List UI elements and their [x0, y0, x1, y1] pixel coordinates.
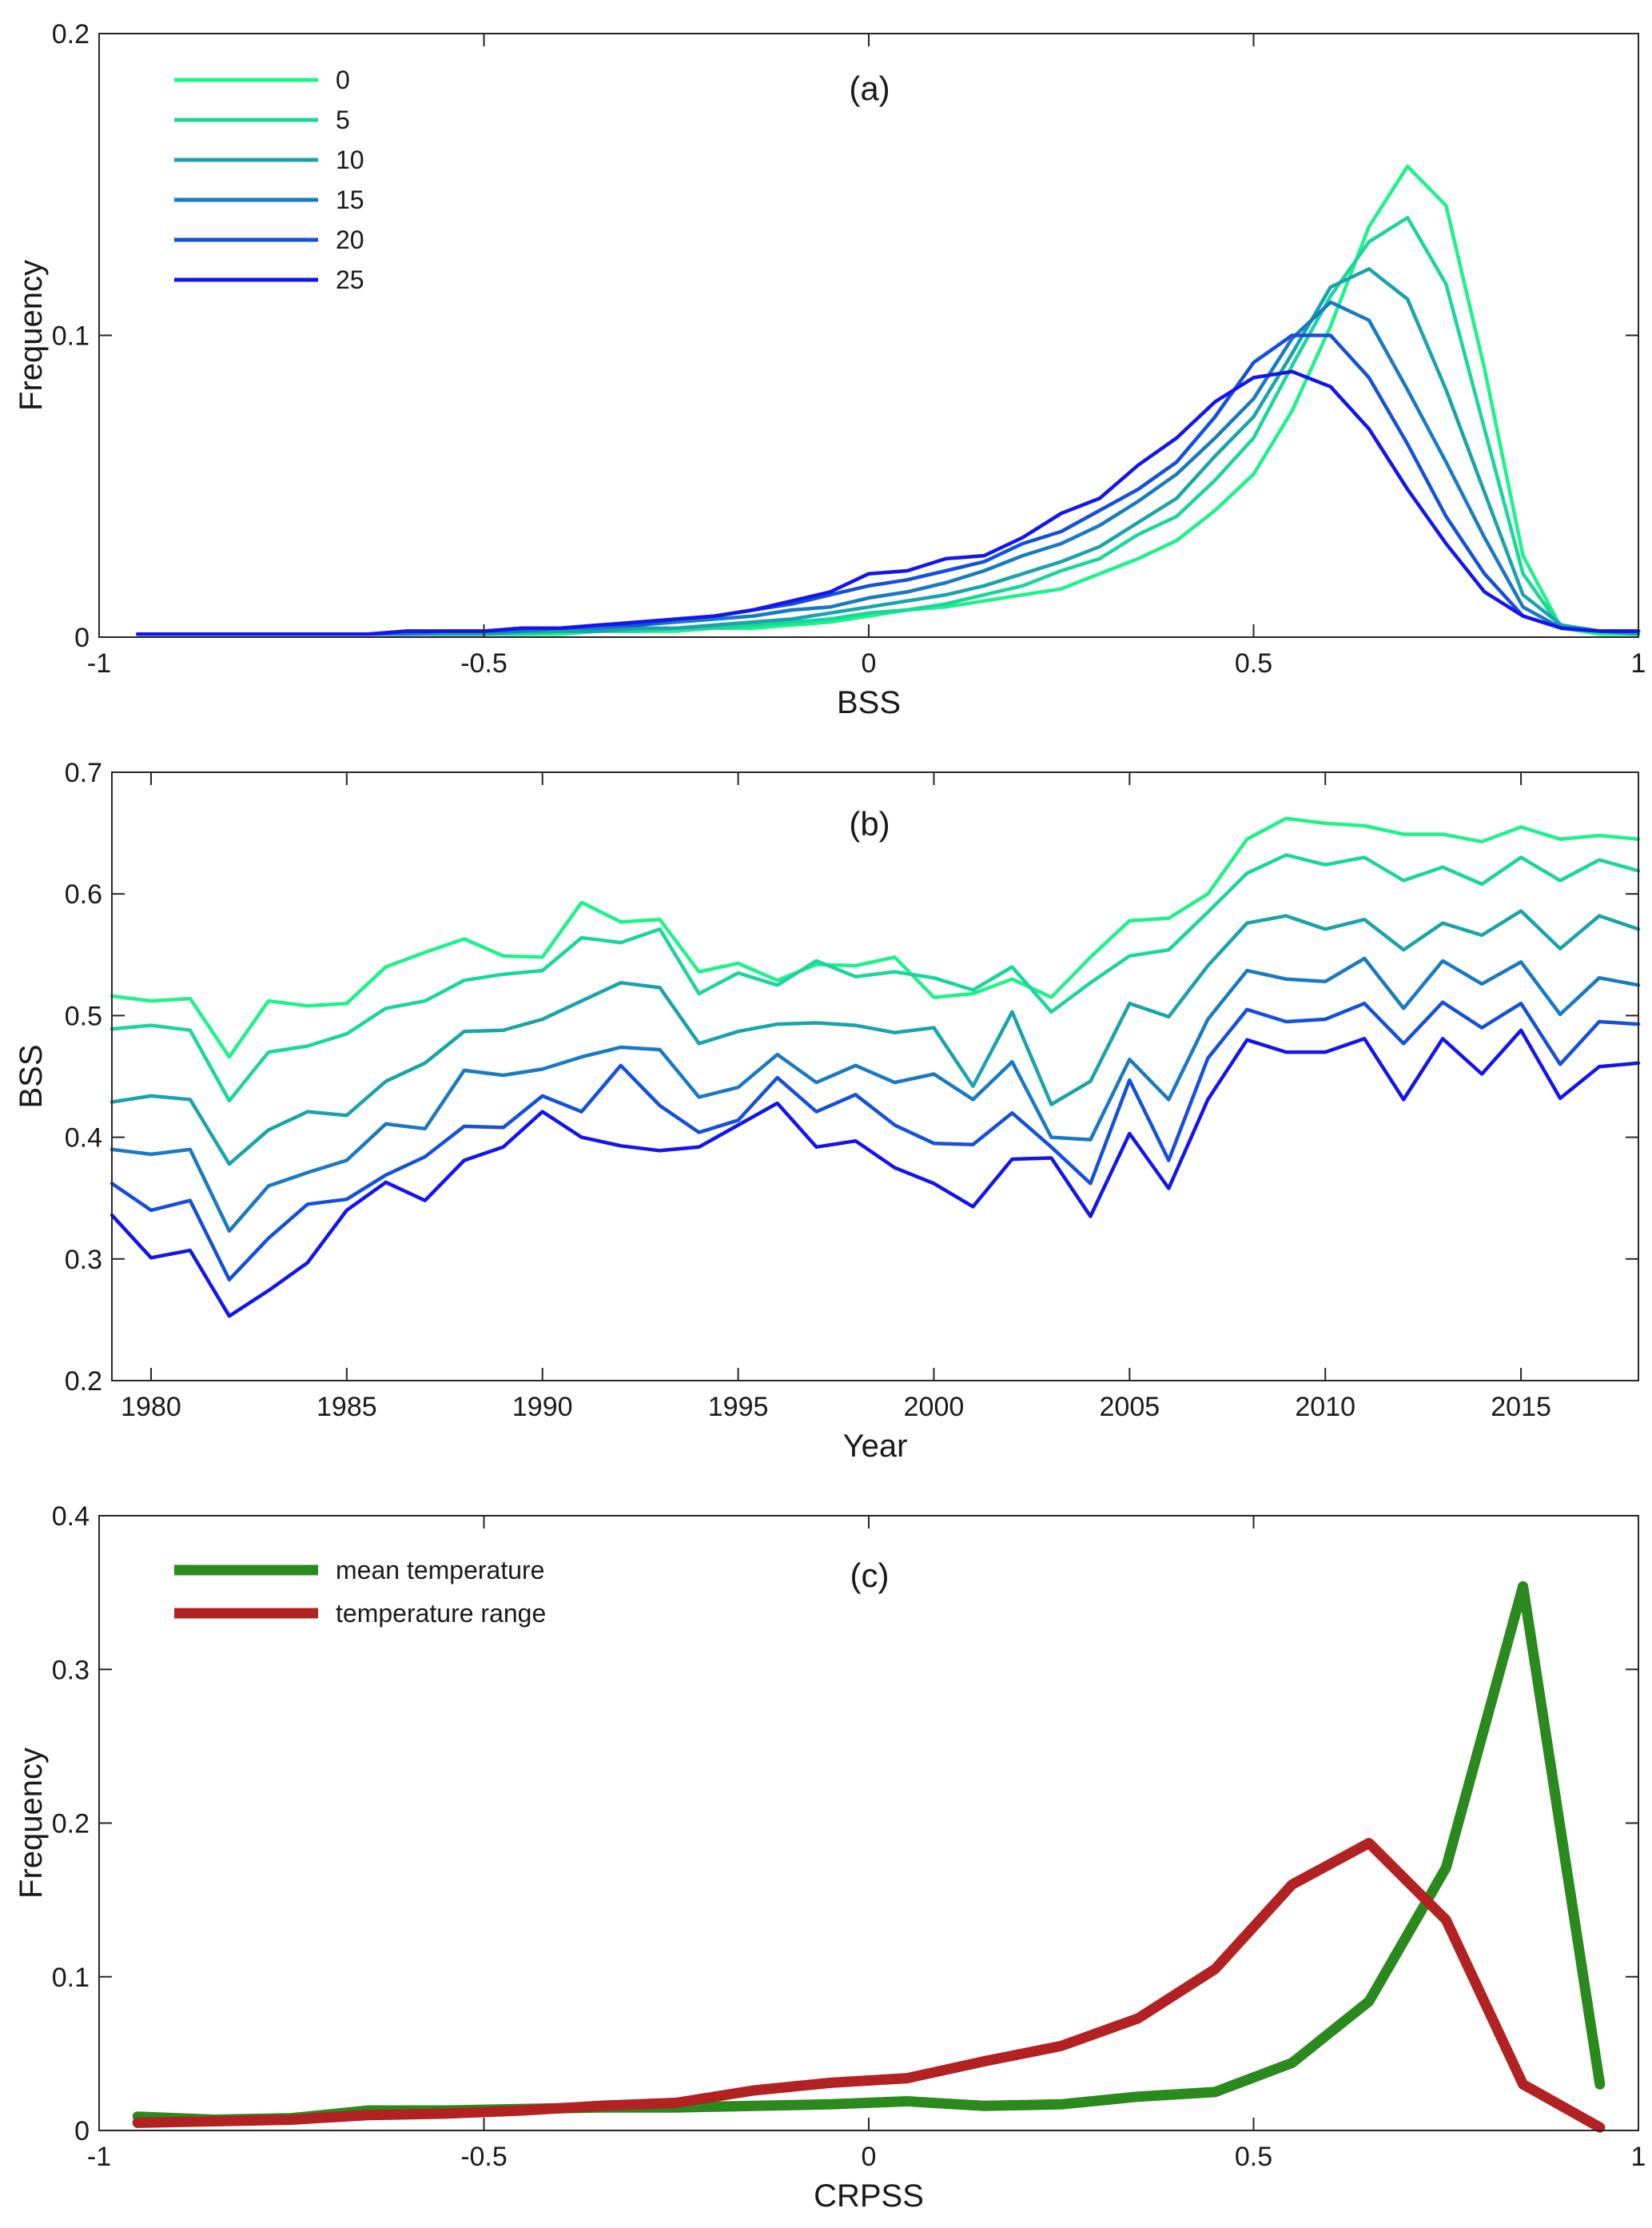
x-tick-label: 0.5 — [1235, 2142, 1272, 2172]
legend-label: 5 — [336, 106, 350, 134]
x-tick-label: 1985 — [316, 1392, 377, 1422]
y-tick-label: 0.2 — [52, 1809, 90, 1839]
x-tick-label: 2015 — [1491, 1392, 1551, 1422]
series-line-10 — [109, 909, 1641, 1166]
x-tick-label: -0.5 — [460, 2142, 508, 2172]
x-tick-label: 1 — [1631, 2142, 1646, 2172]
x-tick-label: 2010 — [1295, 1392, 1355, 1422]
y-axis-label: Frequency — [14, 1748, 49, 1899]
x-tick-label: -0.5 — [460, 648, 508, 679]
axes-box — [98, 1515, 1639, 2131]
legend-label: temperature range — [336, 1599, 546, 1628]
legend-label: 20 — [336, 225, 364, 254]
panel-c: -1 -0.5 0 0.5 1 0 0.1 0.2 0.3 0.4 CRPSS Frequency (c… — [14, 1501, 1646, 2214]
series-line-15 — [109, 956, 1641, 1234]
y-tick-label: 0.3 — [65, 1245, 102, 1275]
y-axis-label: Frequency — [14, 260, 49, 411]
y-tick-label: 0.3 — [52, 1655, 90, 1685]
x-tick-label: 0 — [862, 2142, 877, 2172]
x-tick-label: 0.5 — [1235, 648, 1272, 679]
x-tick-label: 1 — [1631, 648, 1646, 679]
y-tick-label: 0.2 — [65, 1366, 102, 1397]
series-line-5 — [109, 853, 1641, 1103]
series-line-25 — [109, 1028, 1641, 1318]
x-tick-label: 0 — [862, 648, 877, 679]
legend-label: 10 — [336, 145, 364, 174]
series-line-temperature-range — [132, 1838, 1606, 2133]
series-line-20 — [109, 1000, 1641, 1281]
y-tick-label: 0.2 — [52, 19, 90, 50]
series-line-20 — [135, 333, 1641, 636]
y-axis-label: BSS — [14, 1044, 49, 1108]
legend-label: 15 — [336, 185, 364, 214]
y-tick-label: 0.5 — [65, 1001, 102, 1031]
y-tick-label: 0.6 — [65, 879, 102, 910]
x-tick-label: 2000 — [904, 1392, 965, 1422]
x-tick-label: 1980 — [121, 1392, 181, 1422]
legend-label: mean temperature — [336, 1556, 544, 1584]
legend-label: 0 — [336, 66, 350, 94]
x-tick-label: 1990 — [512, 1392, 573, 1422]
x-tick-label: 1995 — [708, 1392, 769, 1422]
series-line-25 — [135, 369, 1641, 636]
x-axis-label: Year — [843, 1429, 908, 1464]
legend: 0 5 10 15 20 25 — [174, 66, 364, 294]
axes-box — [111, 771, 1639, 1381]
y-tick-label: 0.1 — [52, 321, 90, 352]
y-tick-label: 0.4 — [52, 1501, 90, 1532]
y-tick-label: 0 — [74, 2116, 90, 2146]
legend-label: 25 — [336, 265, 364, 294]
y-tick-label: 0.1 — [52, 1963, 90, 1993]
panel-title: (c) — [850, 1556, 890, 1594]
panel-title: (a) — [849, 70, 890, 107]
x-tick-label: -1 — [87, 2142, 111, 2172]
series-line-0 — [109, 816, 1641, 1059]
x-axis-label: BSS — [837, 685, 901, 720]
y-tick-label: 0.4 — [65, 1123, 102, 1154]
panel-title: (b) — [849, 805, 890, 843]
x-tick-label: -1 — [87, 648, 111, 679]
legend: mean temperature temperature range — [174, 1556, 546, 1628]
panel-a: -1 -0.5 0 0.5 100.10.2BSSFrequency(a)0510152… — [14, 19, 1646, 720]
y-tick-label: 0 — [74, 623, 90, 653]
axes-box — [98, 33, 1639, 638]
y-tick-label: 0.7 — [65, 758, 102, 788]
panel-b: 1980 1985 1990 1995 2000 2005 2010 2015 0.2 0.3 0.… — [14, 758, 1641, 1464]
x-axis-label: CRPSS — [814, 2178, 924, 2214]
x-tick-label: 2005 — [1100, 1392, 1160, 1422]
